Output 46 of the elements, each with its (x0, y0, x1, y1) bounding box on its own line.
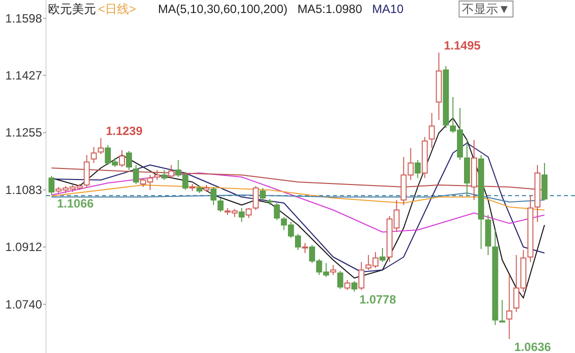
candlestick (246, 208, 252, 218)
annotation: MA5:1.0980 (297, 2, 362, 16)
candlestick (260, 188, 266, 200)
candlestick (414, 160, 421, 178)
candlestick (218, 198, 224, 212)
candlestick (351, 280, 358, 292)
candlestick (274, 202, 280, 220)
candlestick (98, 138, 104, 154)
candlestick (118, 150, 125, 168)
candlestick (330, 264, 336, 276)
candlestick (238, 208, 245, 222)
candlestick (126, 150, 132, 170)
y-tick-label: 1.1255 (5, 126, 42, 140)
candlestick (337, 270, 344, 290)
candlestick (90, 146, 97, 164)
ref-line-label: 1.1066 (57, 196, 94, 211)
candlestick (344, 280, 350, 290)
candlestick (154, 170, 160, 180)
annotation: MA(5,10,30,60,100,200) (158, 2, 288, 16)
candlestick (168, 164, 174, 178)
y-tick-label: 1.0912 (5, 240, 42, 254)
candlestick (380, 248, 386, 262)
candlestick (48, 176, 55, 196)
y-tick-label: 1.1598 (5, 11, 42, 26)
chart-title: 欧元美元 (48, 2, 96, 16)
y-tick-label: 1.1083 (5, 183, 42, 197)
candlestick (252, 186, 259, 210)
candlestick (358, 262, 364, 290)
candlestick (428, 112, 435, 148)
annotation: 1.0636 (514, 340, 552, 353)
annotation: MA10 (372, 2, 404, 16)
candlestick (210, 186, 216, 206)
candlestick (84, 154, 90, 188)
y-tick-label: 1.1427 (5, 68, 42, 82)
candlestick (499, 300, 506, 322)
y-tick-label: 1.0740 (5, 297, 42, 312)
candlestick (541, 162, 548, 200)
candlestick (161, 170, 168, 180)
annotation: 1.0778 (359, 292, 396, 307)
candlestick (302, 242, 308, 254)
candlestick (133, 164, 140, 184)
annotation: 不显示▼ (462, 2, 510, 16)
candlestick (506, 274, 512, 340)
annotation: 1.1239 (106, 124, 143, 138)
chart-subtitle: <日线> (98, 2, 136, 16)
annotation: 1.1495 (444, 38, 481, 53)
